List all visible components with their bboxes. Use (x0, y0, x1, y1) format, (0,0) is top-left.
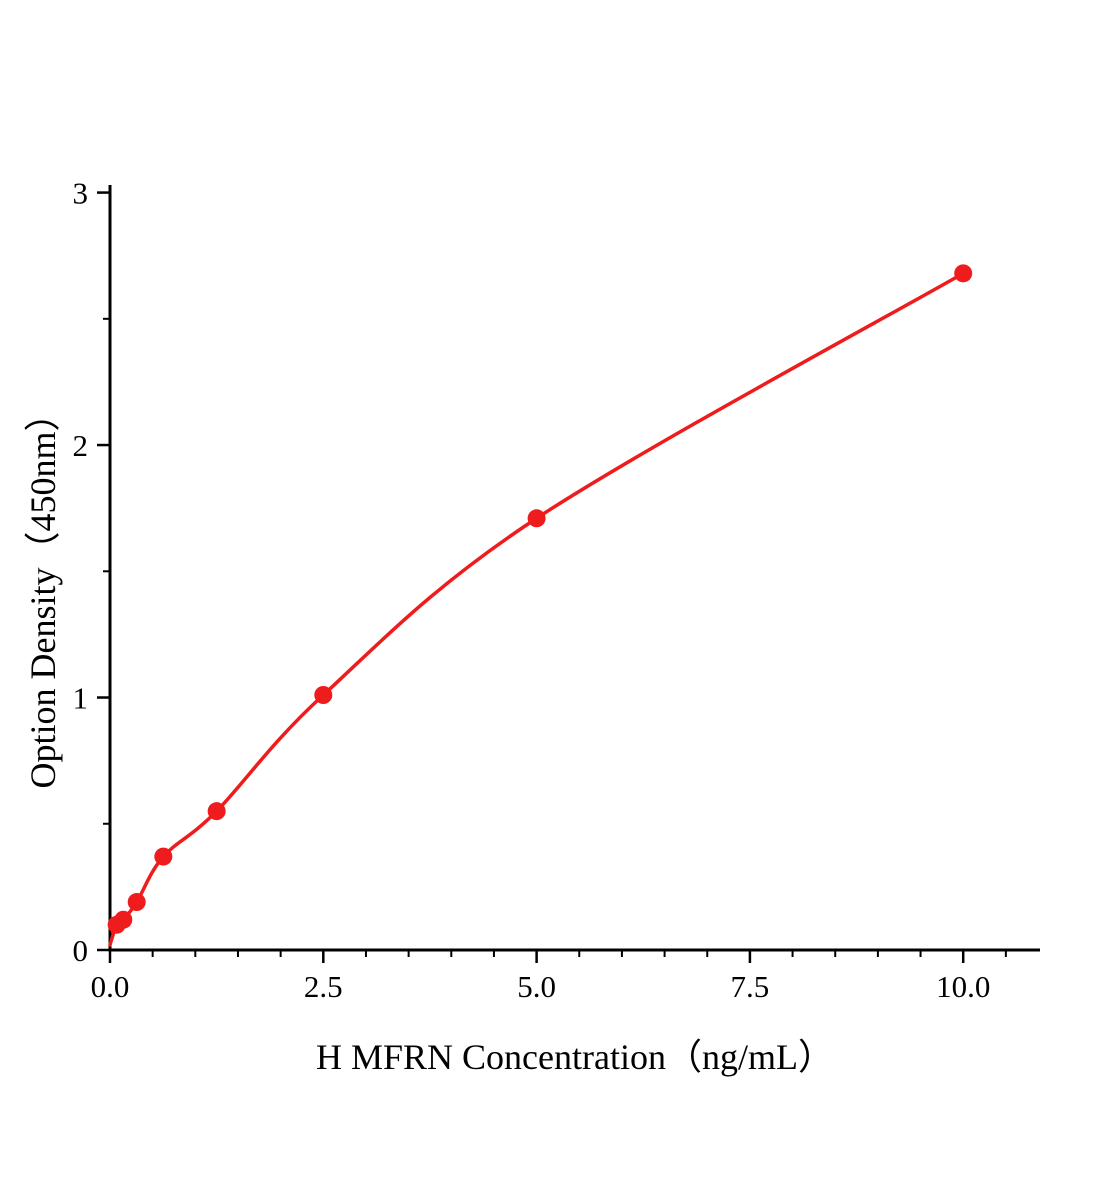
x-tick-label: 2.5 (304, 969, 343, 1004)
data-point (154, 847, 173, 866)
y-tick-label: 3 (73, 176, 89, 211)
fit-curve (108, 271, 965, 947)
y-tick-label: 2 (73, 428, 89, 463)
data-point (114, 910, 133, 929)
x-tick-label: 7.5 (731, 969, 770, 1004)
data-point (954, 264, 973, 283)
x-axis-label: H MFRN Concentration（ng/mL） (316, 1037, 834, 1077)
data-point (207, 802, 226, 821)
y-tick-label: 0 (73, 933, 89, 968)
data-point (314, 686, 333, 704)
x-tick-label: 10.0 (936, 969, 990, 1004)
y-axis-label: Option Density（450nm） (23, 395, 63, 789)
y-tick-label: 1 (73, 681, 89, 716)
x-tick-label: 5.0 (517, 969, 556, 1004)
data-point (127, 893, 146, 912)
data-point (527, 509, 546, 528)
x-tick-label: 0.0 (91, 969, 130, 1004)
